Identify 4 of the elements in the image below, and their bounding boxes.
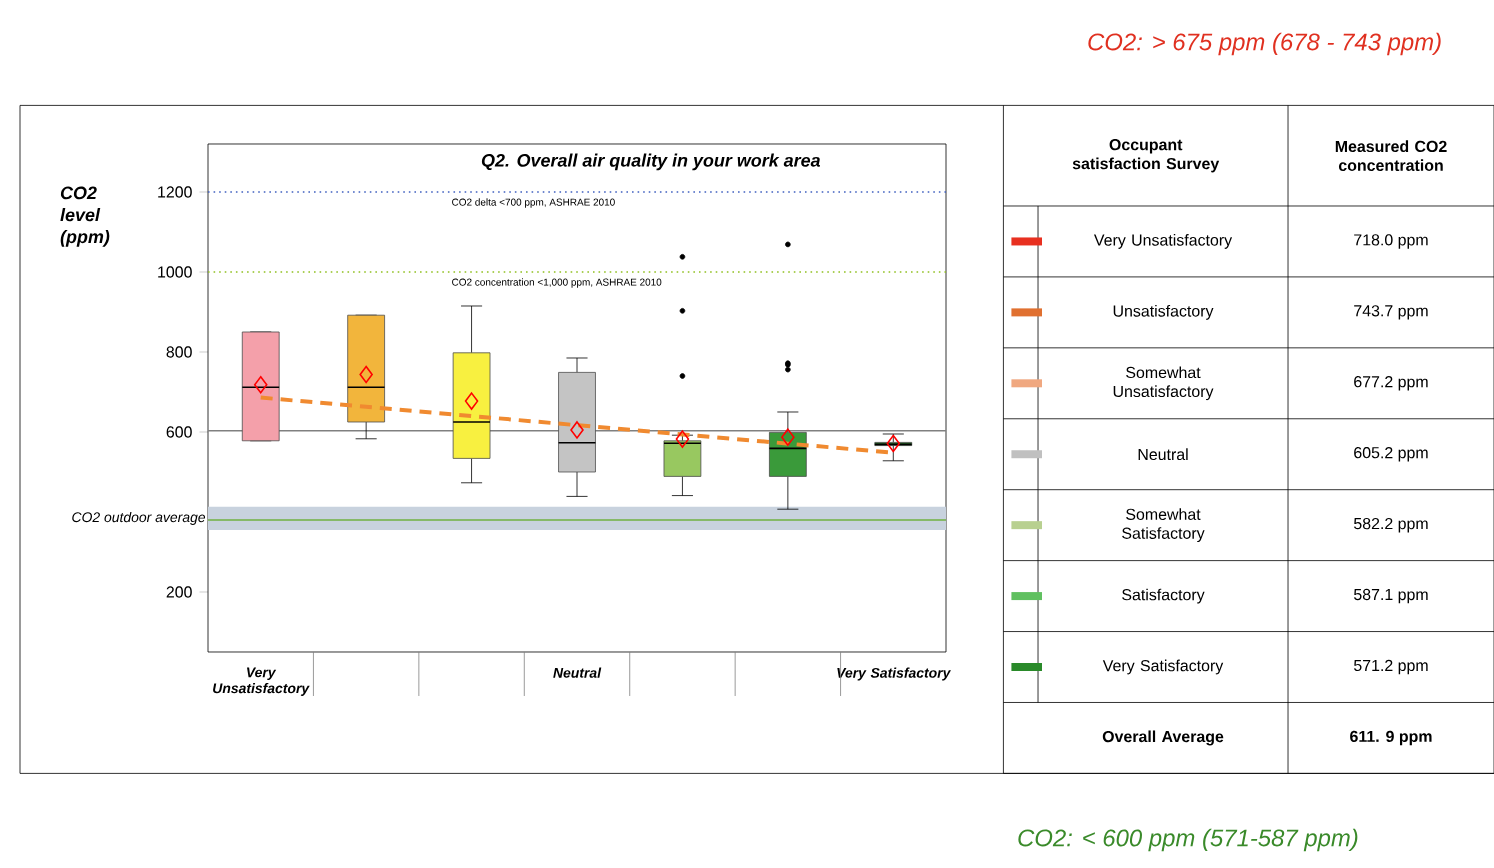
text: CO2: < 600 ppm (571-587 ppm) <box>1018 828 1358 852</box>
y-axis-title: CO2 level (ppm) <box>60 186 110 247</box>
chart-title: Q2. Overall air quality in your work area <box>481 153 821 171</box>
text: CO2: > 675 ppm (678 - 743 ppm) <box>1088 32 1441 56</box>
